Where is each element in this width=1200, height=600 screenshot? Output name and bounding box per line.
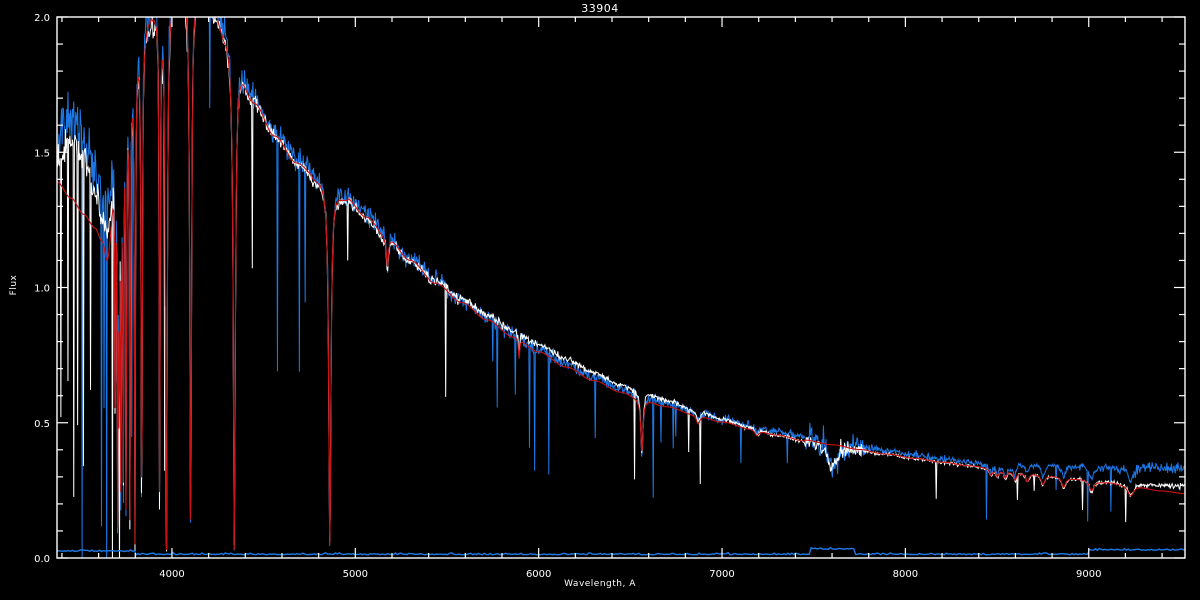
page-title: 33904 xyxy=(581,2,619,15)
y-axis-tick-label: 2.0 xyxy=(34,13,50,24)
x-axis-tick-label: 8000 xyxy=(893,569,918,580)
x-axis-label: Wavelength, A xyxy=(564,579,636,589)
axis-frame-layer xyxy=(56,16,1186,559)
observed-spectrum-line xyxy=(57,17,1185,558)
tick-label-layer: 4000 5000 6000 7000 8000 9000 0.0 0.5 1.0 1.5 2.0 xyxy=(34,13,1101,580)
model-fit-line xyxy=(57,17,1185,550)
x-axis-tick-label: 5000 xyxy=(343,569,368,580)
axis-frame xyxy=(56,16,1186,559)
dereddened-spectrum-line xyxy=(57,17,1185,558)
y-axis-tick-label: 0.5 xyxy=(34,419,50,430)
y-axis-tick-label: 1.5 xyxy=(34,148,50,159)
x-axis-tick-label: 7000 xyxy=(709,569,734,580)
x-axis-tick-label: 4000 xyxy=(159,569,184,580)
x-axis-tick-label: 6000 xyxy=(526,569,551,580)
y-axis-tick-label: 0.0 xyxy=(34,554,50,565)
x-axis-tick-label: 9000 xyxy=(1076,569,1101,580)
data-series-layer xyxy=(57,17,1185,558)
y-axis-tick-label: 1.0 xyxy=(34,284,50,295)
